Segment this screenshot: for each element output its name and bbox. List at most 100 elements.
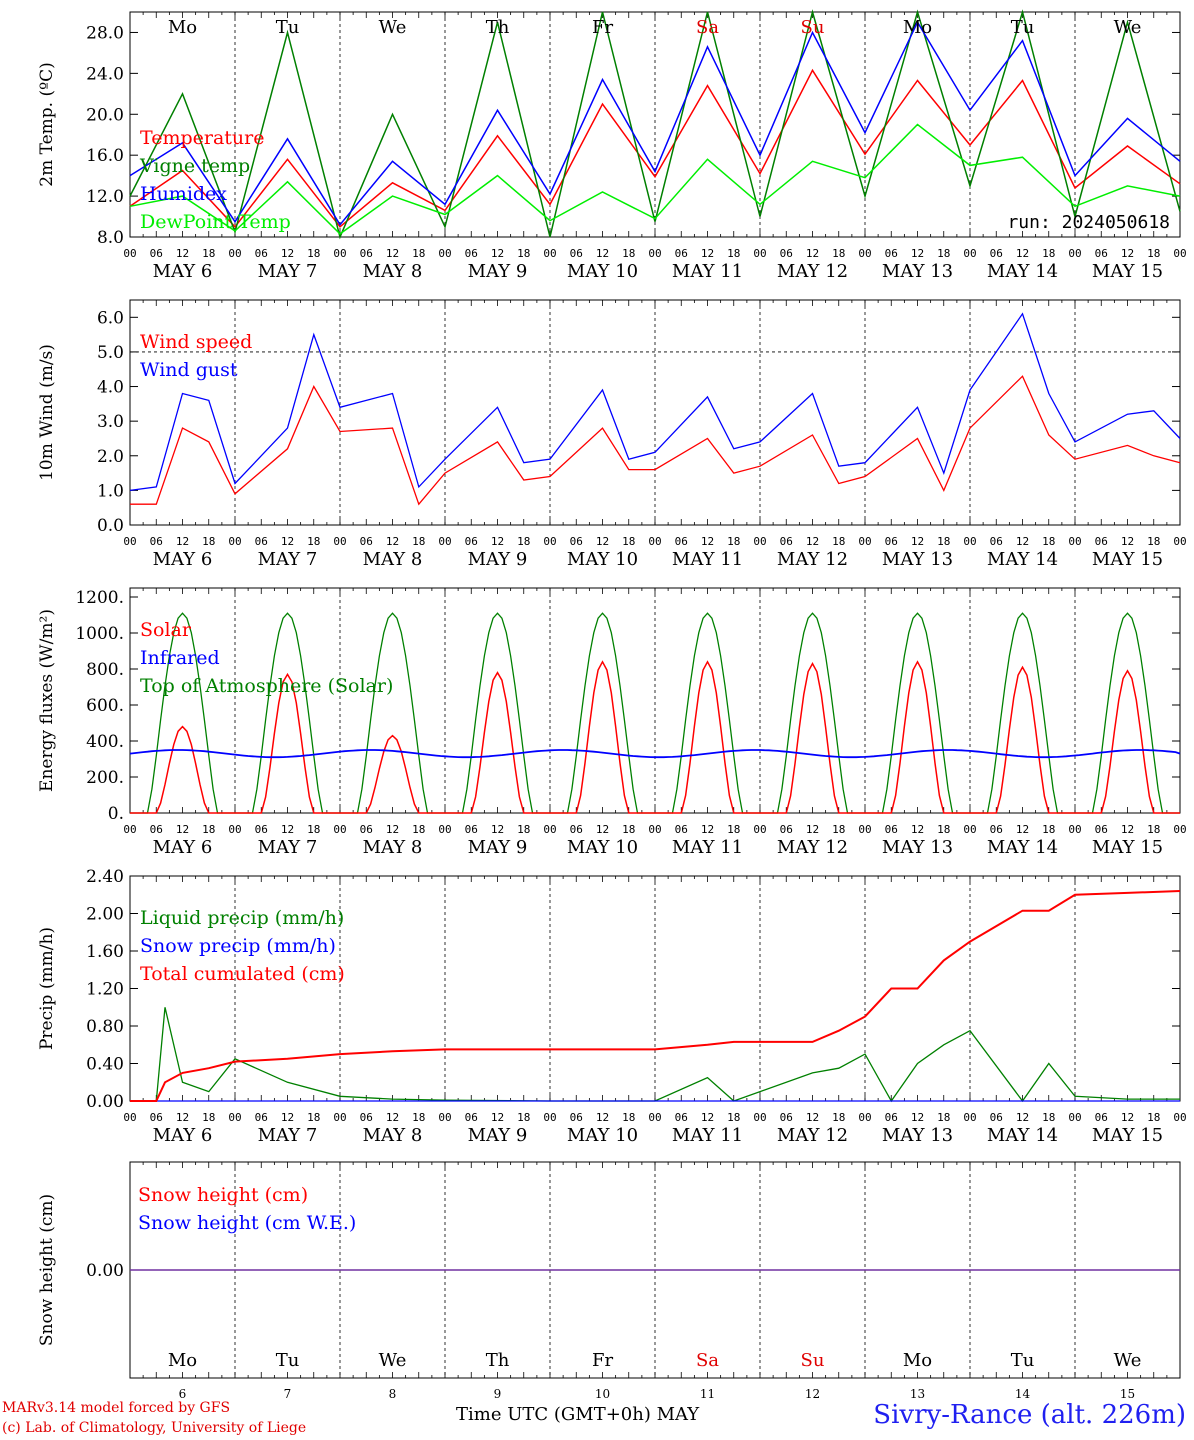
- x-tick-label: 18: [832, 247, 845, 260]
- x-tick-label: 00: [228, 1111, 241, 1124]
- x-tick-label: 12: [1121, 1111, 1134, 1124]
- x-tick-label: 06: [360, 247, 373, 260]
- y-tick-label: 20.0: [86, 105, 124, 125]
- date-label: MAY 10: [567, 549, 638, 570]
- y-tick-label: 1000.: [75, 624, 124, 644]
- x-tick-label: 00: [543, 1111, 556, 1124]
- date-label: MAY 8: [363, 549, 423, 570]
- panel-0-frame: [129, 11, 1181, 238]
- x-tick-label: 00: [228, 535, 241, 548]
- x-tick-label: 18: [832, 823, 845, 836]
- x-tick-label: 00: [1173, 247, 1186, 260]
- legend-humidex: Humidex: [140, 183, 227, 205]
- y-tick-label: 0.80: [86, 1017, 124, 1037]
- x-tick-label: 12: [176, 247, 189, 260]
- x-tick-label: 00: [648, 1111, 661, 1124]
- series-dewpoint-temp: [129, 123, 1181, 235]
- date-label: MAY 9: [468, 261, 528, 282]
- panel-2-frame: [129, 587, 1181, 814]
- bottom-date-label: 14: [1015, 1387, 1031, 1401]
- legend-solar: Solar: [140, 619, 192, 641]
- series-liquid-precip-mm-h-: [130, 1007, 1180, 1103]
- x-tick-label: 12: [1016, 535, 1029, 548]
- panel-0-ylabel: 2m Temp. (ºC): [37, 62, 57, 187]
- x-tick-label: 06: [360, 535, 373, 548]
- x-tick-label: 18: [937, 247, 950, 260]
- x-tick-label: 18: [727, 247, 740, 260]
- date-label: MAY 10: [567, 261, 638, 282]
- bottom-date-label: 13: [910, 1387, 925, 1401]
- date-label: MAY 13: [882, 261, 953, 282]
- x-tick-label: 18: [622, 1111, 635, 1124]
- y-tick-label: 0.0: [97, 516, 124, 536]
- x-tick-label: 00: [438, 1111, 451, 1124]
- x-tick-label: 18: [1042, 535, 1055, 548]
- bottom-date-label: 10: [595, 1387, 610, 1401]
- panel-4-ylabel: Snow height (cm): [37, 1194, 57, 1346]
- x-tick-label: 18: [202, 247, 215, 260]
- x-tick-label: 12: [806, 247, 819, 260]
- x-tick-label: 12: [806, 535, 819, 548]
- date-label: MAY 14: [987, 261, 1058, 282]
- legend-snow-height-cm-: Snow height (cm): [138, 1184, 308, 1206]
- x-tick-label: 00: [543, 535, 556, 548]
- x-tick-label: 06: [465, 247, 478, 260]
- date-label: MAY 8: [363, 837, 423, 858]
- legend-wind-speed: Wind speed: [140, 331, 252, 353]
- x-tick-label: 06: [780, 535, 793, 548]
- panel-2-ylabel: Energy fluxes (W/m²): [37, 609, 57, 792]
- series-temperature: [129, 68, 1181, 228]
- x-tick-label: 18: [622, 823, 635, 836]
- date-label: MAY 13: [882, 837, 953, 858]
- y-tick-label: 1200.: [75, 588, 124, 608]
- legend-top-of-atmosphere-solar-: Top of Atmosphere (Solar): [140, 675, 393, 697]
- bottom-day-label: Su: [801, 1350, 825, 1371]
- y-tick-label: 800.: [86, 660, 124, 680]
- x-tick-label: 06: [990, 535, 1003, 548]
- x-tick-label: 00: [333, 247, 346, 260]
- x-tick-label: 06: [885, 247, 898, 260]
- x-tick-label: 12: [1121, 823, 1134, 836]
- x-tick-label: 18: [412, 823, 425, 836]
- day-label: Fr: [592, 17, 613, 38]
- y-tick-label: 2.0: [97, 447, 124, 467]
- x-tick-label: 12: [176, 1111, 189, 1124]
- x-tick-label: 00: [1173, 535, 1186, 548]
- x-tick-label: 06: [255, 823, 268, 836]
- series-wind-gust: [129, 312, 1181, 492]
- x-tick-label: 18: [937, 535, 950, 548]
- x-tick-label: 06: [465, 535, 478, 548]
- date-label: MAY 12: [777, 549, 848, 570]
- date-label: MAY 9: [468, 1125, 528, 1146]
- x-tick-label: 06: [1095, 823, 1108, 836]
- x-tick-label: 12: [176, 823, 189, 836]
- x-tick-label: 12: [596, 1111, 609, 1124]
- bottom-date-label: 7: [284, 1387, 292, 1401]
- x-tick-label: 18: [307, 1111, 320, 1124]
- x-tick-label: 12: [806, 1111, 819, 1124]
- x-tick-label: 06: [465, 823, 478, 836]
- bottom-day-label: We: [1114, 1350, 1142, 1371]
- x-tick-label: 12: [1016, 247, 1029, 260]
- run-label: run: 2024050618: [1007, 212, 1170, 233]
- y-tick-label: 1.0: [97, 481, 124, 501]
- x-tick-label: 18: [622, 247, 635, 260]
- date-label: MAY 15: [1092, 837, 1163, 858]
- bottom-date-label: 12: [805, 1387, 820, 1401]
- series-vigne-temp: [129, 9, 1181, 240]
- legend-wind-gust: Wind gust: [140, 359, 238, 381]
- x-tick-label: 00: [1068, 1111, 1081, 1124]
- x-tick-label: 18: [202, 535, 215, 548]
- bottom-date-label: 15: [1120, 1387, 1135, 1401]
- date-label: MAY 14: [987, 549, 1058, 570]
- y-tick-label: 12.0: [86, 187, 124, 207]
- x-tick-label: 06: [780, 1111, 793, 1124]
- x-tick-label: 00: [438, 247, 451, 260]
- x-tick-label: 12: [806, 823, 819, 836]
- x-tick-label: 18: [727, 823, 740, 836]
- lab-credit: (c) Lab. of Climatology, University of L…: [2, 1420, 307, 1436]
- x-tick-label: 06: [465, 1111, 478, 1124]
- x-tick-label: 18: [937, 823, 950, 836]
- date-label: MAY 15: [1092, 261, 1163, 282]
- y-tick-label: 0.: [108, 804, 124, 824]
